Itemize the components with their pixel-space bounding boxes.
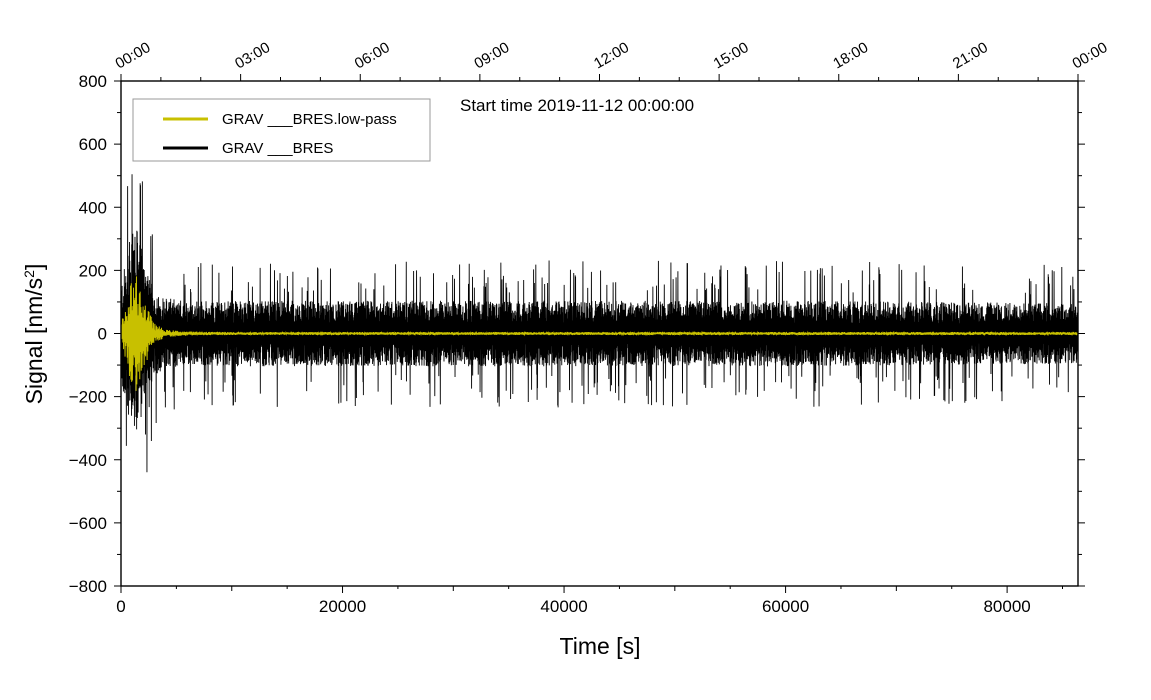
top-axis-time-label: 00:00 xyxy=(1070,39,1111,72)
legend: GRAV ___BRES.low-pass GRAV ___BRES xyxy=(132,98,431,162)
top-axis-time-label: 09:00 xyxy=(471,39,512,72)
legend-box xyxy=(132,98,431,162)
y-tick-label: −200 xyxy=(69,388,107,407)
top-axis-time-label: 03:00 xyxy=(232,39,273,72)
x-axis-title: Time [s] xyxy=(560,633,641,659)
y-tick-label: −600 xyxy=(69,514,107,533)
signal-layer xyxy=(121,174,1078,473)
x-tick-label: 80000 xyxy=(983,597,1030,616)
x-tick-label: 40000 xyxy=(540,597,587,616)
start-time-label: Start time 2019-11-12 00:00:00 xyxy=(460,96,694,115)
top-axis-time-label: 15:00 xyxy=(711,39,752,72)
top-axis-time-label: 00:00 xyxy=(113,39,154,72)
y-tick-label: −800 xyxy=(69,577,107,596)
legend-label-raw: GRAV ___BRES xyxy=(222,140,333,157)
top-axis-time-label: 06:00 xyxy=(352,39,393,72)
top-axis-time-label: 18:00 xyxy=(830,39,871,72)
y-tick-label: 800 xyxy=(79,72,107,91)
series-raw-line xyxy=(121,174,1078,473)
y-tick-label: 200 xyxy=(79,261,107,280)
y-tick-label: −400 xyxy=(69,451,107,470)
x-tick-label: 20000 xyxy=(319,597,366,616)
x-tick-label: 0 xyxy=(116,597,125,616)
axis-ticks xyxy=(114,74,1085,593)
y-axis-title: Signal [nm/s2] xyxy=(21,264,47,405)
y-tick-label: 0 xyxy=(98,325,107,344)
series-lowpass-line xyxy=(121,276,1078,391)
x-tick-label: 60000 xyxy=(762,597,809,616)
top-axis-time-label: 12:00 xyxy=(591,39,632,72)
legend-label-lowpass: GRAV ___BRES.low-pass xyxy=(222,111,397,128)
y-tick-label: 400 xyxy=(79,198,107,217)
top-axis-time-label: 21:00 xyxy=(950,39,991,72)
y-tick-label: 600 xyxy=(79,135,107,154)
